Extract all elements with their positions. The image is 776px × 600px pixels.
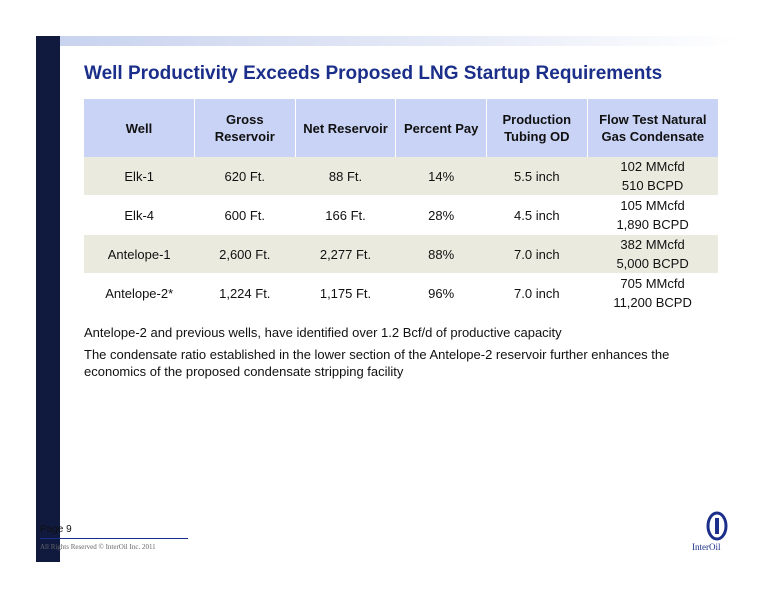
footer-divider xyxy=(40,538,188,539)
header-flow-test: Flow Test Natural Gas Condensate xyxy=(587,99,718,157)
cell-net: 88 Ft. xyxy=(295,157,396,196)
cell-well: Elk-4 xyxy=(84,195,195,235)
cell-pay: 88% xyxy=(395,234,487,274)
note-capacity: Antelope-2 and previous wells, have iden… xyxy=(84,325,562,340)
flow-gas: 105 MMcfd xyxy=(620,198,685,213)
left-accent-bar xyxy=(36,36,60,562)
flow-gas: 382 MMcfd xyxy=(620,237,685,252)
top-gradient-band xyxy=(60,36,740,46)
interoil-logo-icon xyxy=(706,511,728,541)
header-gross-reservoir: Gross Reservoir xyxy=(194,99,296,157)
cell-well: Elk-1 xyxy=(84,157,195,196)
note-condensate: The condensate ratio established in the … xyxy=(84,347,670,379)
flow-condensate: 11,200 BCPD xyxy=(613,295,692,310)
flow-gas: 705 MMcfd xyxy=(620,276,685,291)
copyright-text: All Rights Reserved © InterOil Inc. 2011 xyxy=(40,543,156,551)
table-row: Antelope-2* 1,224 Ft. 1,175 Ft. 96% 7.0 … xyxy=(84,273,718,313)
slide-title: Well Productivity Exceeds Proposed LNG S… xyxy=(84,63,663,84)
cell-gross: 1,224 Ft. xyxy=(194,273,296,313)
cell-flow-test: 105 MMcfd 1,890 BCPD xyxy=(587,195,718,235)
cell-pay: 96% xyxy=(395,273,487,313)
cell-gross: 600 Ft. xyxy=(194,195,296,235)
cell-well: Antelope-2* xyxy=(84,273,195,313)
cell-flow-test: 382 MMcfd 5,000 BCPD xyxy=(587,234,718,274)
cell-pay: 14% xyxy=(395,157,487,196)
page-number: Page 9 xyxy=(40,524,72,535)
table-row: Antelope-1 2,600 Ft. 2,277 Ft. 88% 7.0 i… xyxy=(84,234,718,274)
header-well: Well xyxy=(84,99,195,157)
flow-condensate: 5,000 BCPD xyxy=(616,256,689,271)
cell-net: 2,277 Ft. xyxy=(295,234,396,274)
cell-net: 1,175 Ft. xyxy=(295,273,396,313)
logo-wordmark: InterOil xyxy=(692,542,721,552)
cell-pay: 28% xyxy=(395,195,487,235)
cell-flow-test: 102 MMcfd 510 BCPD xyxy=(587,157,718,196)
cell-tubing: 7.0 inch xyxy=(486,273,588,313)
well-productivity-table: Well Gross Reservoir Net Reservoir Perce… xyxy=(84,99,718,313)
flow-condensate: 1,890 BCPD xyxy=(616,217,689,232)
cell-tubing: 5.5 inch xyxy=(486,157,588,196)
cell-flow-test: 705 MMcfd 11,200 BCPD xyxy=(587,273,718,313)
flow-gas: 102 MMcfd xyxy=(620,159,685,174)
flow-condensate: 510 BCPD xyxy=(621,178,684,193)
table-row: Elk-1 620 Ft. 88 Ft. 14% 5.5 inch 102 MM… xyxy=(84,157,718,196)
cell-net: 166 Ft. xyxy=(295,195,396,235)
cell-tubing: 4.5 inch xyxy=(486,195,588,235)
cell-tubing: 7.0 inch xyxy=(486,234,588,274)
table-header-row: Well Gross Reservoir Net Reservoir Perce… xyxy=(84,99,718,157)
header-net-reservoir: Net Reservoir xyxy=(295,99,397,157)
header-production-tubing: Production Tubing OD xyxy=(486,99,588,157)
table-row: Elk-4 600 Ft. 166 Ft. 28% 4.5 inch 105 M… xyxy=(84,195,718,235)
cell-gross: 620 Ft. xyxy=(194,157,296,196)
cell-well: Antelope-1 xyxy=(84,234,195,274)
header-percent-pay: Percent Pay xyxy=(395,99,487,157)
cell-gross: 2,600 Ft. xyxy=(194,234,296,274)
